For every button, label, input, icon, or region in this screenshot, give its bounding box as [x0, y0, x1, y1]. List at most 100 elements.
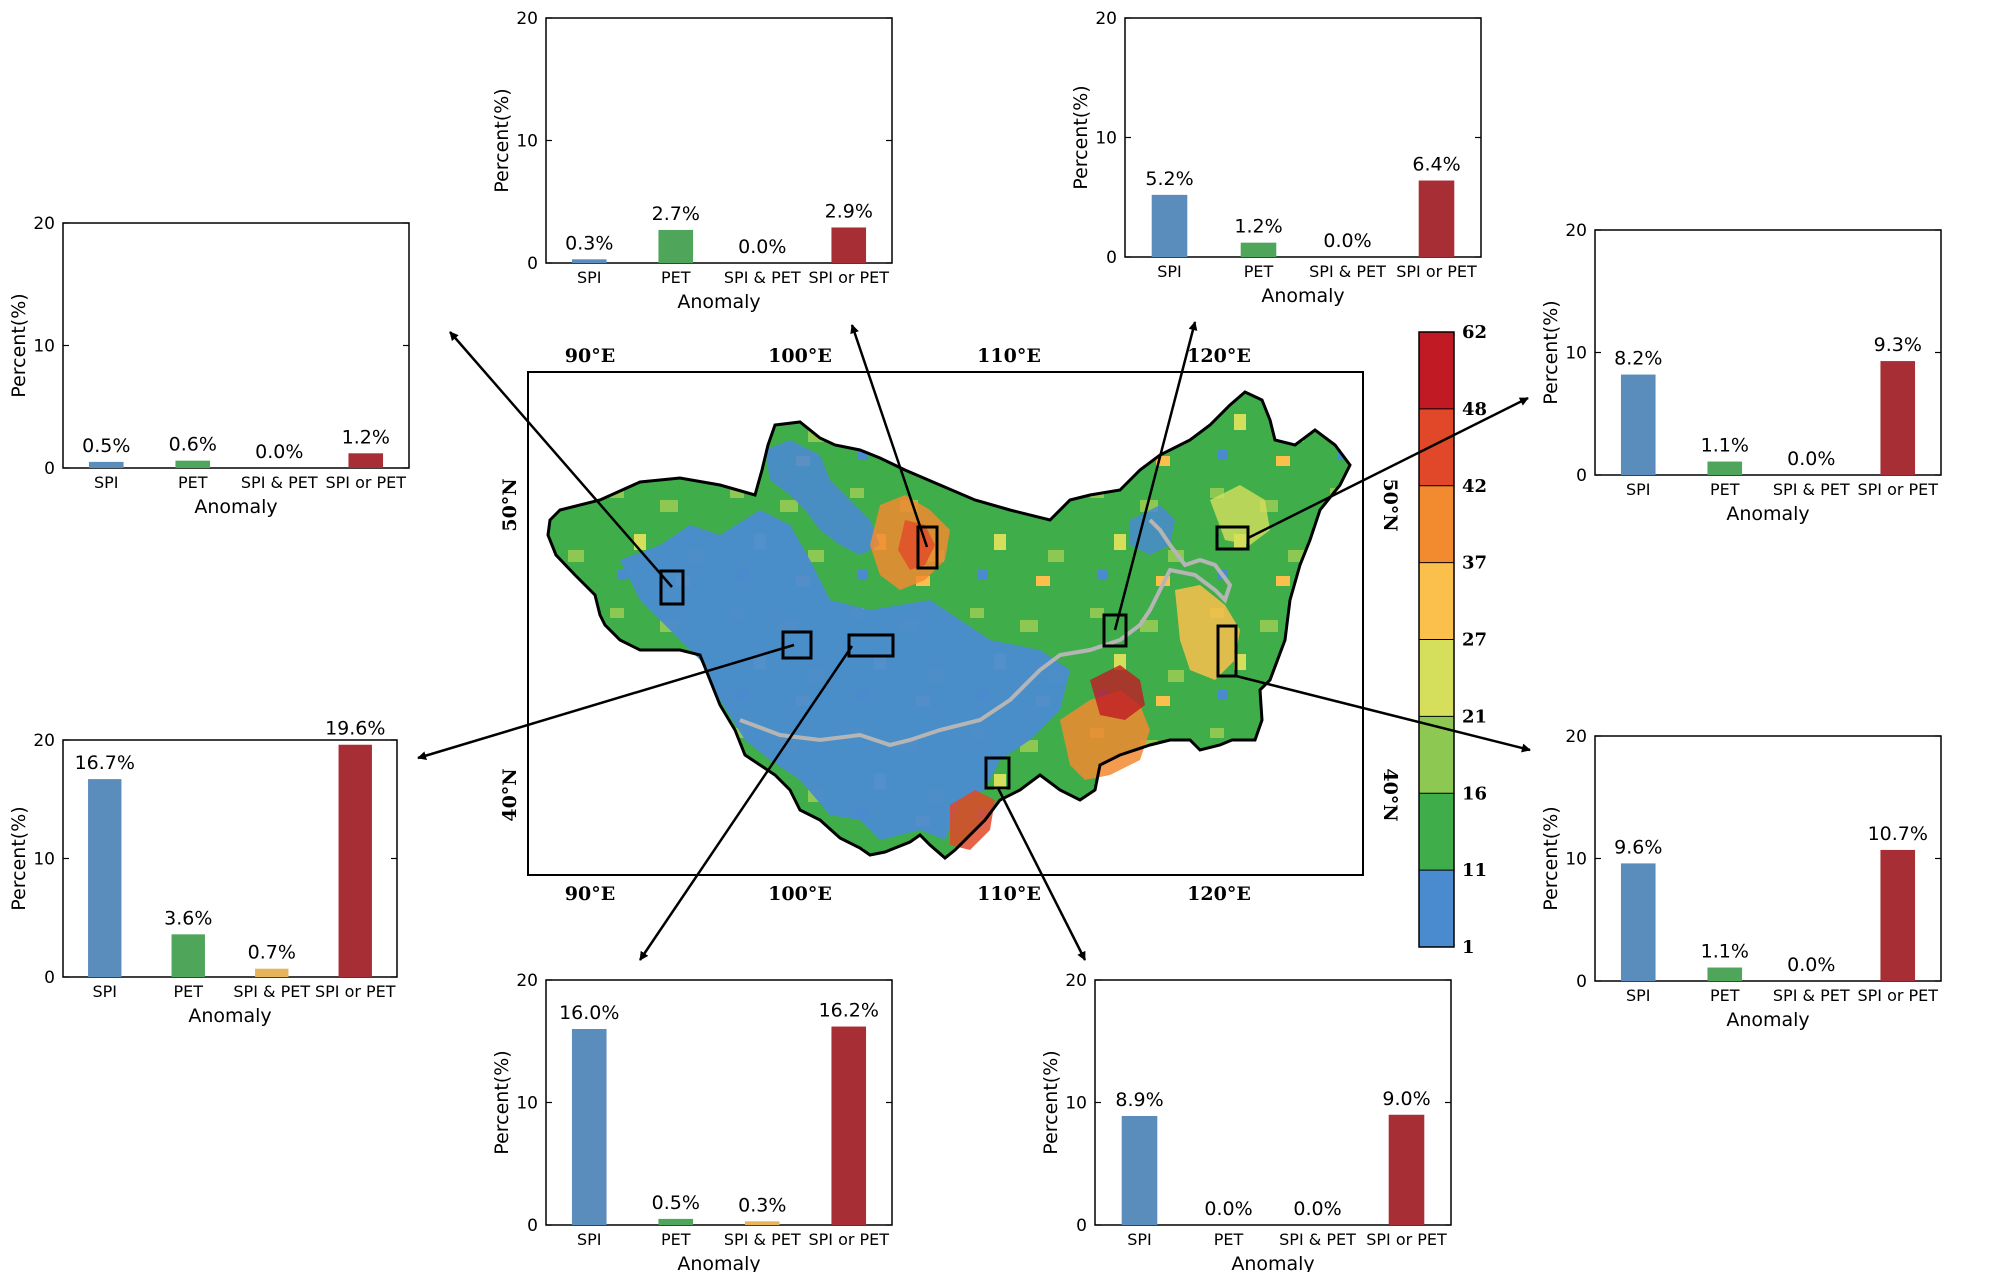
- study-box: [847, 633, 895, 658]
- bar-value-label: 0.0%: [1293, 1198, 1341, 1220]
- x-tick-label: SPI or PET: [1366, 1230, 1447, 1249]
- x-tick-label: PET: [1214, 1230, 1244, 1249]
- lat-label-left: 50°N: [499, 478, 521, 531]
- x-tick-label: SPI: [577, 1230, 602, 1249]
- study-box: [781, 630, 813, 660]
- bar-value-label: 8.2%: [1614, 348, 1662, 370]
- bar-pet: [171, 934, 205, 977]
- y-tick-label: 0: [527, 254, 538, 274]
- bar-value-label: 3.6%: [164, 907, 212, 929]
- plot-frame: [545, 17, 893, 264]
- lon-label-top: 110°E: [977, 345, 1041, 367]
- study-box: [916, 525, 939, 570]
- bar-value-label: 2.7%: [652, 203, 700, 225]
- drought-map: 90°E 100°E 110°E 120°E 90°E 100°E 110°E …: [499, 345, 1401, 905]
- bar-spi-or-pet: [338, 744, 372, 977]
- x-tick-label: SPI or PET: [1857, 986, 1938, 1005]
- colorbar-block: [1419, 332, 1454, 409]
- y-tick-label: 10: [1565, 344, 1587, 364]
- y-tick-label: 0: [527, 1216, 538, 1236]
- x-axis-label: Anomaly: [1726, 503, 1809, 525]
- bar-chart-top-center-right: 0 10 20 Percent(%) 5.2% SPI 1.2% PET 0.0% SPI & P…: [1070, 9, 1482, 307]
- y-tick-label: 10: [516, 1094, 538, 1114]
- colorbar-block: [1419, 639, 1454, 717]
- colorbar-block: [1419, 562, 1454, 640]
- bar-value-label: 0.6%: [169, 434, 217, 456]
- bar-value-label: 6.4%: [1412, 154, 1460, 176]
- y-tick-label: 20: [516, 9, 538, 29]
- bar-value-label: 0.0%: [1787, 448, 1835, 470]
- bar-value-label: 1.2%: [342, 426, 390, 448]
- lon-label-top: 100°E: [768, 345, 832, 367]
- y-tick-label: 20: [33, 214, 55, 234]
- x-tick-label: SPI or PET: [315, 982, 396, 1001]
- lon-label-bottom: 90°E: [565, 883, 615, 905]
- bar-spi: [1151, 194, 1188, 257]
- bar-spi-or-pet: [831, 227, 867, 263]
- y-tick-label: 20: [1565, 727, 1587, 747]
- colorbar-tick-label: 42: [1462, 476, 1487, 497]
- bar-spi-or-pet: [1388, 1114, 1425, 1225]
- x-tick-label: PET: [661, 1230, 691, 1249]
- bar-spi-or-pet: [348, 453, 384, 468]
- arrow-to-bottom-left: [638, 645, 854, 961]
- bar-chart-middle-right: 0 10 20 Percent(%) 9.6% SPI 1.1% PET 0.0% SPI & P…: [1540, 727, 1942, 1031]
- x-tick-label: SPI or PET: [1857, 480, 1938, 499]
- x-tick-label: SPI: [1626, 986, 1651, 1005]
- colorbar-tick-label: 48: [1462, 399, 1487, 420]
- colorbar-block: [1419, 716, 1454, 794]
- arrow-to-top-center-right: [1113, 321, 1198, 631]
- bar-spi-or-pet: [831, 1026, 867, 1225]
- study-box: [1216, 624, 1238, 678]
- bar-value-label: 0.0%: [738, 236, 786, 258]
- colorbar-tick-label: 37: [1462, 553, 1487, 574]
- x-tick-label: SPI: [1157, 262, 1182, 281]
- bar-value-label: 9.3%: [1874, 334, 1922, 356]
- bar-value-label: 0.3%: [738, 1194, 786, 1216]
- map-blue-zone: [765, 440, 880, 555]
- y-tick-label: 10: [516, 132, 538, 152]
- x-tick-label: SPI & PET: [724, 268, 801, 287]
- lat-label-right: 50°N: [1379, 478, 1401, 531]
- y-tick-label: 0: [1106, 248, 1117, 268]
- bar-value-label: 9.0%: [1382, 1088, 1430, 1110]
- x-tick-label: SPI & PET: [241, 473, 318, 492]
- bar-value-label: 16.0%: [559, 1002, 619, 1024]
- x-tick-label: SPI & PET: [1773, 986, 1850, 1005]
- arrow-to-upper-right: [1247, 396, 1529, 540]
- x-axis-label: Anomaly: [188, 1005, 271, 1027]
- lat-label-right: 40°N: [1379, 768, 1401, 821]
- y-axis-label: Percent(%): [8, 806, 30, 910]
- study-box: [984, 756, 1011, 790]
- x-tick-label: PET: [173, 982, 203, 1001]
- colorbar-block: [1419, 485, 1454, 563]
- y-tick-label: 0: [1076, 1216, 1087, 1236]
- bar-value-label: 0.7%: [248, 942, 296, 964]
- lon-label-bottom: 100°E: [768, 883, 832, 905]
- y-axis-label: Percent(%): [1070, 85, 1092, 189]
- x-tick-label: SPI & PET: [1279, 1230, 1356, 1249]
- x-axis-label: Anomaly: [1726, 1009, 1809, 1031]
- bar-chart-top-center-left: 0 10 20 Percent(%) 0.3% SPI 2.7% PET 0.0% SPI & P…: [491, 9, 893, 313]
- bar-pet: [658, 229, 694, 263]
- x-tick-label: SPI: [92, 982, 117, 1001]
- bar-pet: [175, 460, 211, 468]
- bar-spi-pet: [744, 1221, 780, 1225]
- y-tick-label: 10: [33, 850, 55, 870]
- bar-pet: [1707, 461, 1743, 475]
- bar-value-label: 16.7%: [75, 752, 135, 774]
- bar-spi: [571, 259, 607, 263]
- y-axis-label: Percent(%): [491, 1050, 513, 1154]
- x-axis-label: Anomaly: [194, 496, 277, 518]
- bar-value-label: 0.0%: [255, 441, 303, 463]
- bar-value-label: 0.0%: [1204, 1198, 1252, 1220]
- x-axis-label: Anomaly: [677, 291, 760, 313]
- bar-value-label: 1.1%: [1701, 435, 1749, 457]
- x-tick-label: SPI: [94, 473, 119, 492]
- bar-value-label: 0.3%: [565, 232, 613, 254]
- x-tick-label: SPI or PET: [1396, 262, 1477, 281]
- colorbar-block: [1419, 408, 1454, 486]
- colorbar-block: [1419, 870, 1454, 947]
- bar-value-label: 2.9%: [825, 200, 873, 222]
